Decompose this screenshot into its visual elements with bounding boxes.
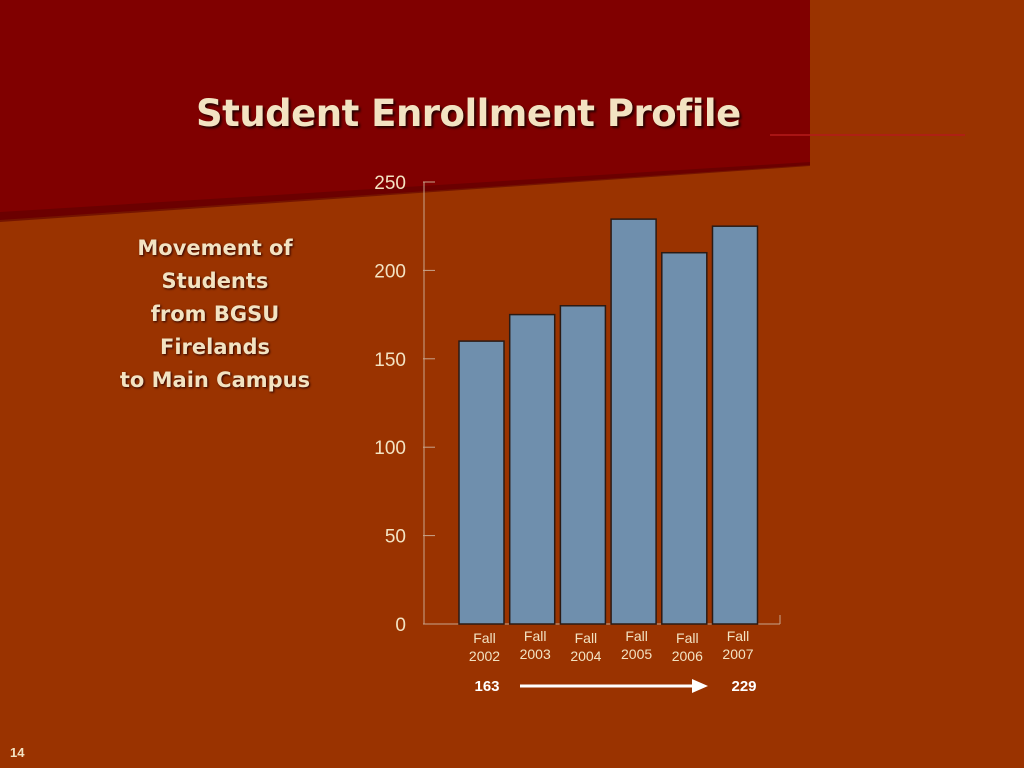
category-label-3-line-2: 2005 — [621, 646, 652, 662]
description-line-3: from BGSU — [150, 302, 280, 326]
bar-0 — [458, 340, 505, 625]
y-tick-label-0: 0 — [395, 615, 406, 636]
description-line-4: Firelands — [160, 335, 270, 359]
category-label-4-line-1: Fall — [676, 630, 699, 646]
description-line-1: Movement of — [137, 236, 293, 260]
description-line-2: Students — [161, 269, 269, 293]
page-number: 14 — [10, 745, 25, 760]
bar-1 — [508, 313, 556, 625]
category-label-4-line-2: 2006 — [672, 648, 703, 664]
category-label-0-line-2: 2002 — [469, 648, 500, 664]
category-label-1-line-2: 2003 — [520, 646, 551, 662]
chart-description: Movement of Students from BGSU Firelands… — [95, 232, 335, 397]
bar-4 — [661, 251, 708, 625]
category-label-2-line-1: Fall — [575, 630, 598, 646]
bar-5 — [711, 225, 759, 625]
description-line-5: to Main Campus — [119, 368, 311, 392]
category-label-3-line-1: Fall — [625, 628, 648, 644]
y-tick-label-50: 50 — [385, 527, 406, 548]
category-label-5-line-2: 2007 — [722, 646, 753, 662]
annotation-end-label: 229 — [731, 678, 756, 695]
annotation-start-label: 163 — [474, 678, 499, 695]
category-label-0-line-1: Fall — [473, 630, 496, 646]
y-tick-label-150: 150 — [374, 350, 406, 371]
y-tick-label-200: 200 — [374, 261, 406, 282]
category-label-5-line-1: Fall — [727, 628, 750, 644]
annotation-arrow-head — [692, 679, 708, 693]
category-label-2-line-2: 2004 — [570, 648, 601, 664]
bar-2 — [559, 305, 607, 625]
bar-3 — [610, 218, 657, 625]
y-tick-label-250: 250 — [374, 173, 406, 194]
category-label-1-line-1: Fall — [524, 628, 547, 644]
y-tick-label-100: 100 — [374, 438, 406, 459]
slide-title: Student Enrollment Profile — [196, 92, 741, 135]
